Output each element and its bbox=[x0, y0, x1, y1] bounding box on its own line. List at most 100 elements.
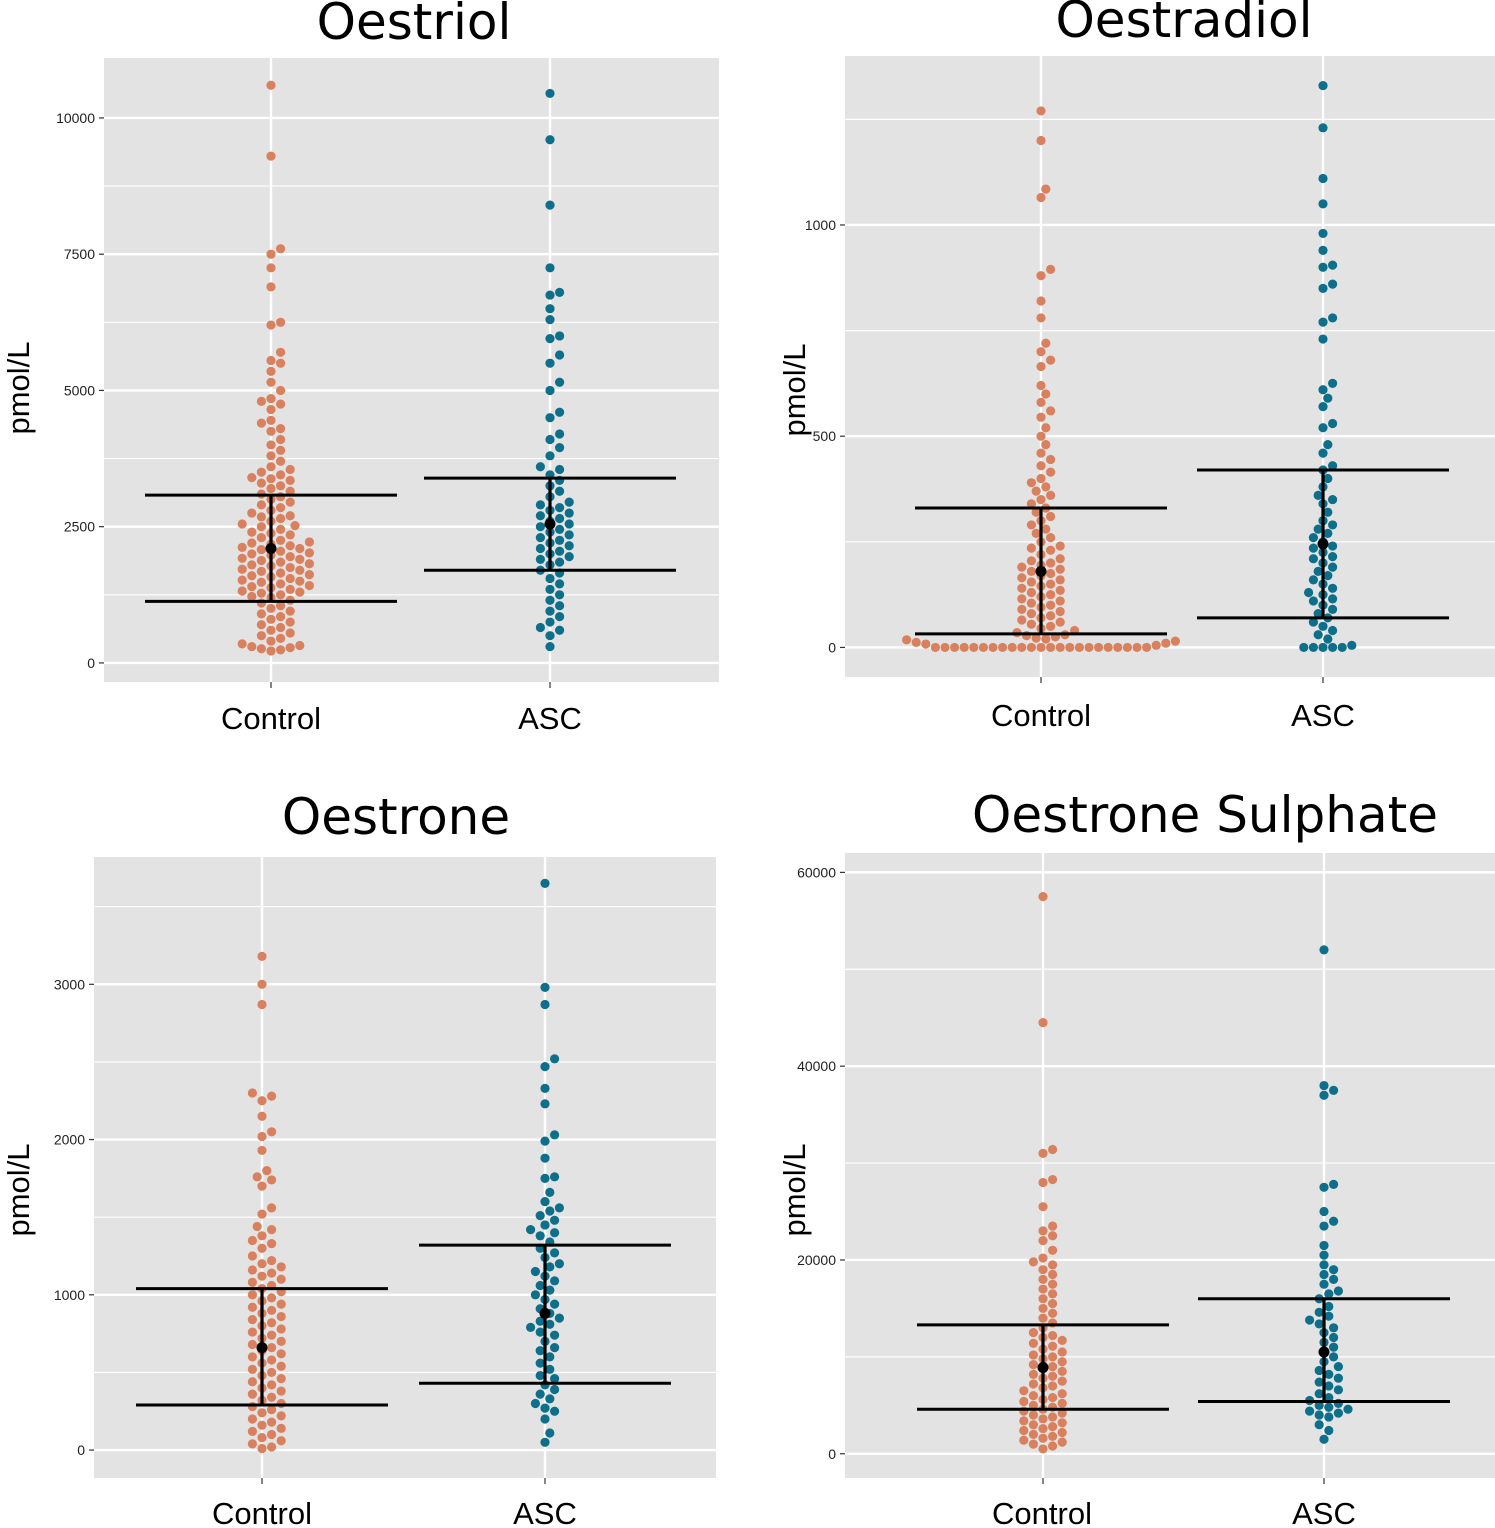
data-point-control bbox=[1151, 640, 1161, 650]
data-point-control bbox=[1017, 642, 1027, 653]
chart-panel-oestradiol: 0 500 1000 Oestradiol pmol/L Control ASC bbox=[777, 0, 1495, 733]
data-point-asc bbox=[545, 595, 555, 605]
data-point-control bbox=[1038, 1202, 1048, 1212]
chart-title: Oestradiol bbox=[1055, 0, 1312, 49]
data-point-asc bbox=[1319, 1269, 1329, 1280]
data-point-control bbox=[1028, 1420, 1038, 1430]
data-point-control bbox=[1142, 642, 1152, 653]
data-point-asc bbox=[1318, 173, 1328, 184]
data-point-asc bbox=[1319, 1279, 1329, 1289]
data-point-asc bbox=[1313, 630, 1323, 640]
data-point-control bbox=[276, 622, 286, 633]
data-point-control bbox=[267, 1380, 277, 1390]
data-point-control bbox=[267, 1429, 277, 1440]
data-point-control bbox=[266, 426, 276, 436]
data-point-asc bbox=[545, 1206, 555, 1216]
data-point-control bbox=[1038, 1303, 1048, 1314]
data-point-asc bbox=[1328, 494, 1338, 505]
data-point-asc bbox=[535, 1316, 545, 1326]
data-point-control bbox=[276, 503, 286, 513]
data-point-asc bbox=[545, 1394, 555, 1404]
data-point-control bbox=[1048, 1298, 1058, 1309]
data-point-asc bbox=[1328, 562, 1338, 572]
data-point-control bbox=[256, 644, 266, 654]
data-point-control bbox=[1046, 511, 1056, 522]
data-point-control bbox=[267, 1091, 277, 1101]
data-point-control bbox=[1036, 397, 1046, 408]
data-point-asc bbox=[550, 1130, 560, 1140]
data-point-control bbox=[950, 642, 960, 653]
data-point-control bbox=[1026, 543, 1036, 553]
data-point-asc bbox=[535, 1327, 545, 1337]
data-point-control bbox=[276, 633, 286, 644]
data-point-asc bbox=[1329, 1274, 1339, 1284]
data-point-asc bbox=[1318, 642, 1328, 653]
data-point-control bbox=[1019, 1416, 1029, 1426]
data-point-control bbox=[911, 637, 921, 647]
y-tick-label: 0 bbox=[87, 655, 95, 671]
data-point-control bbox=[276, 1336, 286, 1346]
data-point-asc bbox=[545, 434, 555, 445]
data-point-control bbox=[1113, 642, 1123, 653]
data-point-control bbox=[256, 598, 266, 608]
data-point-asc bbox=[540, 1437, 550, 1447]
data-point-control bbox=[276, 481, 286, 491]
data-point-control bbox=[1036, 296, 1046, 306]
data-point-control bbox=[1028, 1350, 1038, 1360]
data-point-control bbox=[285, 562, 295, 573]
data-point-control bbox=[276, 1386, 286, 1396]
data-point-control bbox=[1028, 1369, 1038, 1379]
data-point-control bbox=[1048, 1260, 1058, 1270]
data-point-asc bbox=[1314, 1377, 1324, 1387]
data-point-control bbox=[1046, 454, 1056, 465]
data-point-control bbox=[1031, 528, 1041, 538]
data-point-control bbox=[1057, 1408, 1067, 1418]
data-point-control bbox=[1046, 621, 1056, 631]
data-point-asc bbox=[1333, 1385, 1343, 1395]
data-point-control bbox=[1038, 1313, 1048, 1323]
data-point-control bbox=[267, 1238, 277, 1249]
data-point-control bbox=[1048, 1245, 1058, 1255]
data-point-control bbox=[266, 603, 276, 614]
data-point-asc bbox=[555, 503, 565, 513]
data-point-control bbox=[285, 552, 295, 562]
data-point-asc bbox=[545, 413, 555, 423]
data-point-control bbox=[1057, 1398, 1067, 1408]
data-point-control bbox=[252, 1221, 262, 1232]
data-point-control bbox=[276, 1324, 286, 1334]
data-point-control bbox=[1065, 642, 1075, 653]
data-point-asc bbox=[1337, 642, 1347, 653]
data-point-control bbox=[266, 646, 276, 656]
mean-point-control bbox=[1035, 565, 1047, 577]
data-point-asc bbox=[1314, 1410, 1324, 1420]
data-point-control bbox=[998, 642, 1008, 653]
data-point-control bbox=[1019, 1435, 1029, 1445]
data-point-asc bbox=[1308, 617, 1318, 627]
data-point-control bbox=[266, 151, 276, 161]
data-point-asc bbox=[545, 1364, 555, 1374]
data-point-asc bbox=[555, 535, 565, 545]
data-point-control bbox=[256, 555, 266, 566]
data-point-asc bbox=[1305, 1406, 1315, 1416]
data-point-control bbox=[1026, 478, 1036, 488]
data-point-control bbox=[1055, 585, 1065, 596]
data-point-control bbox=[285, 573, 295, 584]
data-point-asc bbox=[545, 1428, 555, 1438]
data-point-control bbox=[1048, 1330, 1058, 1341]
data-point-control bbox=[247, 1088, 257, 1098]
data-point-control bbox=[266, 80, 276, 90]
data-point-asc bbox=[1324, 1301, 1334, 1312]
data-point-asc bbox=[1323, 571, 1333, 581]
data-point-control bbox=[1057, 1437, 1067, 1447]
data-point-control bbox=[247, 641, 257, 652]
data-point-asc bbox=[535, 1280, 545, 1291]
data-point-control bbox=[1022, 631, 1032, 641]
data-point-control bbox=[1038, 1017, 1048, 1028]
data-point-control bbox=[1017, 594, 1027, 604]
data-point-control bbox=[257, 1145, 267, 1156]
data-point-control bbox=[1028, 1429, 1038, 1439]
data-point-control bbox=[1036, 642, 1046, 653]
data-point-control bbox=[256, 588, 266, 598]
data-point-asc bbox=[564, 530, 574, 540]
data-point-asc bbox=[555, 350, 565, 360]
